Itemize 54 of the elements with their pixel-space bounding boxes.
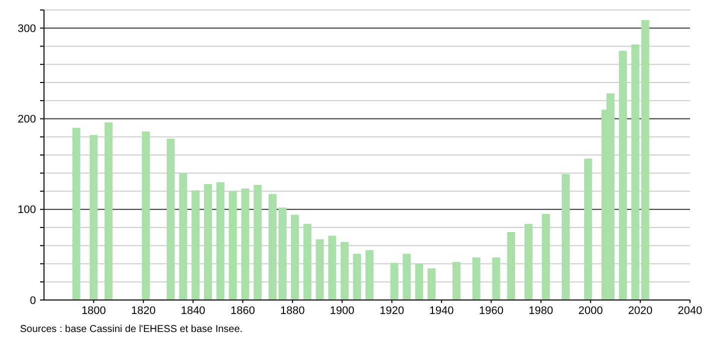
x-tick-label: 1900: [330, 305, 354, 317]
bar: [328, 236, 336, 300]
y-tick-label: 300: [18, 22, 36, 35]
bar: [415, 264, 424, 300]
bar: [390, 262, 398, 300]
bar: [90, 135, 98, 300]
bar: [303, 224, 312, 300]
x-tick-label: 1800: [81, 305, 106, 317]
x-tick-label: 2040: [678, 305, 702, 317]
bar: [641, 20, 650, 300]
bar: [142, 131, 150, 300]
bar: [584, 158, 592, 300]
x-tick-label: 1960: [478, 305, 504, 317]
bar: [340, 242, 349, 300]
x-tick-label: 1820: [131, 305, 156, 317]
bar: [365, 250, 374, 300]
bar: [507, 232, 516, 300]
bar: [72, 128, 80, 300]
x-tick-label: 1980: [528, 305, 554, 317]
y-tick-label: 0: [30, 294, 36, 307]
x-tick-label: 1840: [180, 305, 206, 317]
bar: [472, 257, 480, 300]
bar: [492, 257, 500, 300]
y-tick-label: 200: [18, 114, 36, 126]
bar: [268, 194, 277, 300]
bar: [241, 188, 250, 300]
bar: [216, 182, 224, 300]
bar: [228, 191, 237, 300]
bar: [166, 138, 175, 300]
bar: [353, 254, 362, 300]
source-note: Sources : base Cassini de l'EHESS et base Insee.: [20, 324, 243, 335]
bar: [562, 174, 570, 300]
bar: [542, 214, 550, 300]
x-tick-label: 1880: [280, 305, 305, 317]
bar: [631, 44, 640, 300]
bar: [316, 239, 324, 300]
bar: [204, 184, 212, 300]
bar: [428, 268, 436, 300]
x-tick-label: 1940: [429, 305, 454, 317]
bar: [192, 190, 200, 300]
bar: [104, 122, 113, 300]
x-tick-label: 1920: [380, 305, 404, 317]
bar: [290, 214, 299, 300]
y-tick-label: 100: [18, 204, 36, 216]
bar: [452, 262, 460, 300]
x-tick-label: 2000: [578, 305, 603, 317]
bar: [179, 173, 188, 300]
bar: [278, 208, 287, 300]
x-tick-label: 2020: [628, 305, 653, 317]
bar: [402, 254, 411, 300]
x-tick-label: 1860: [230, 305, 256, 317]
bar: [618, 50, 627, 300]
bar: [524, 224, 532, 300]
bar: [254, 184, 262, 300]
